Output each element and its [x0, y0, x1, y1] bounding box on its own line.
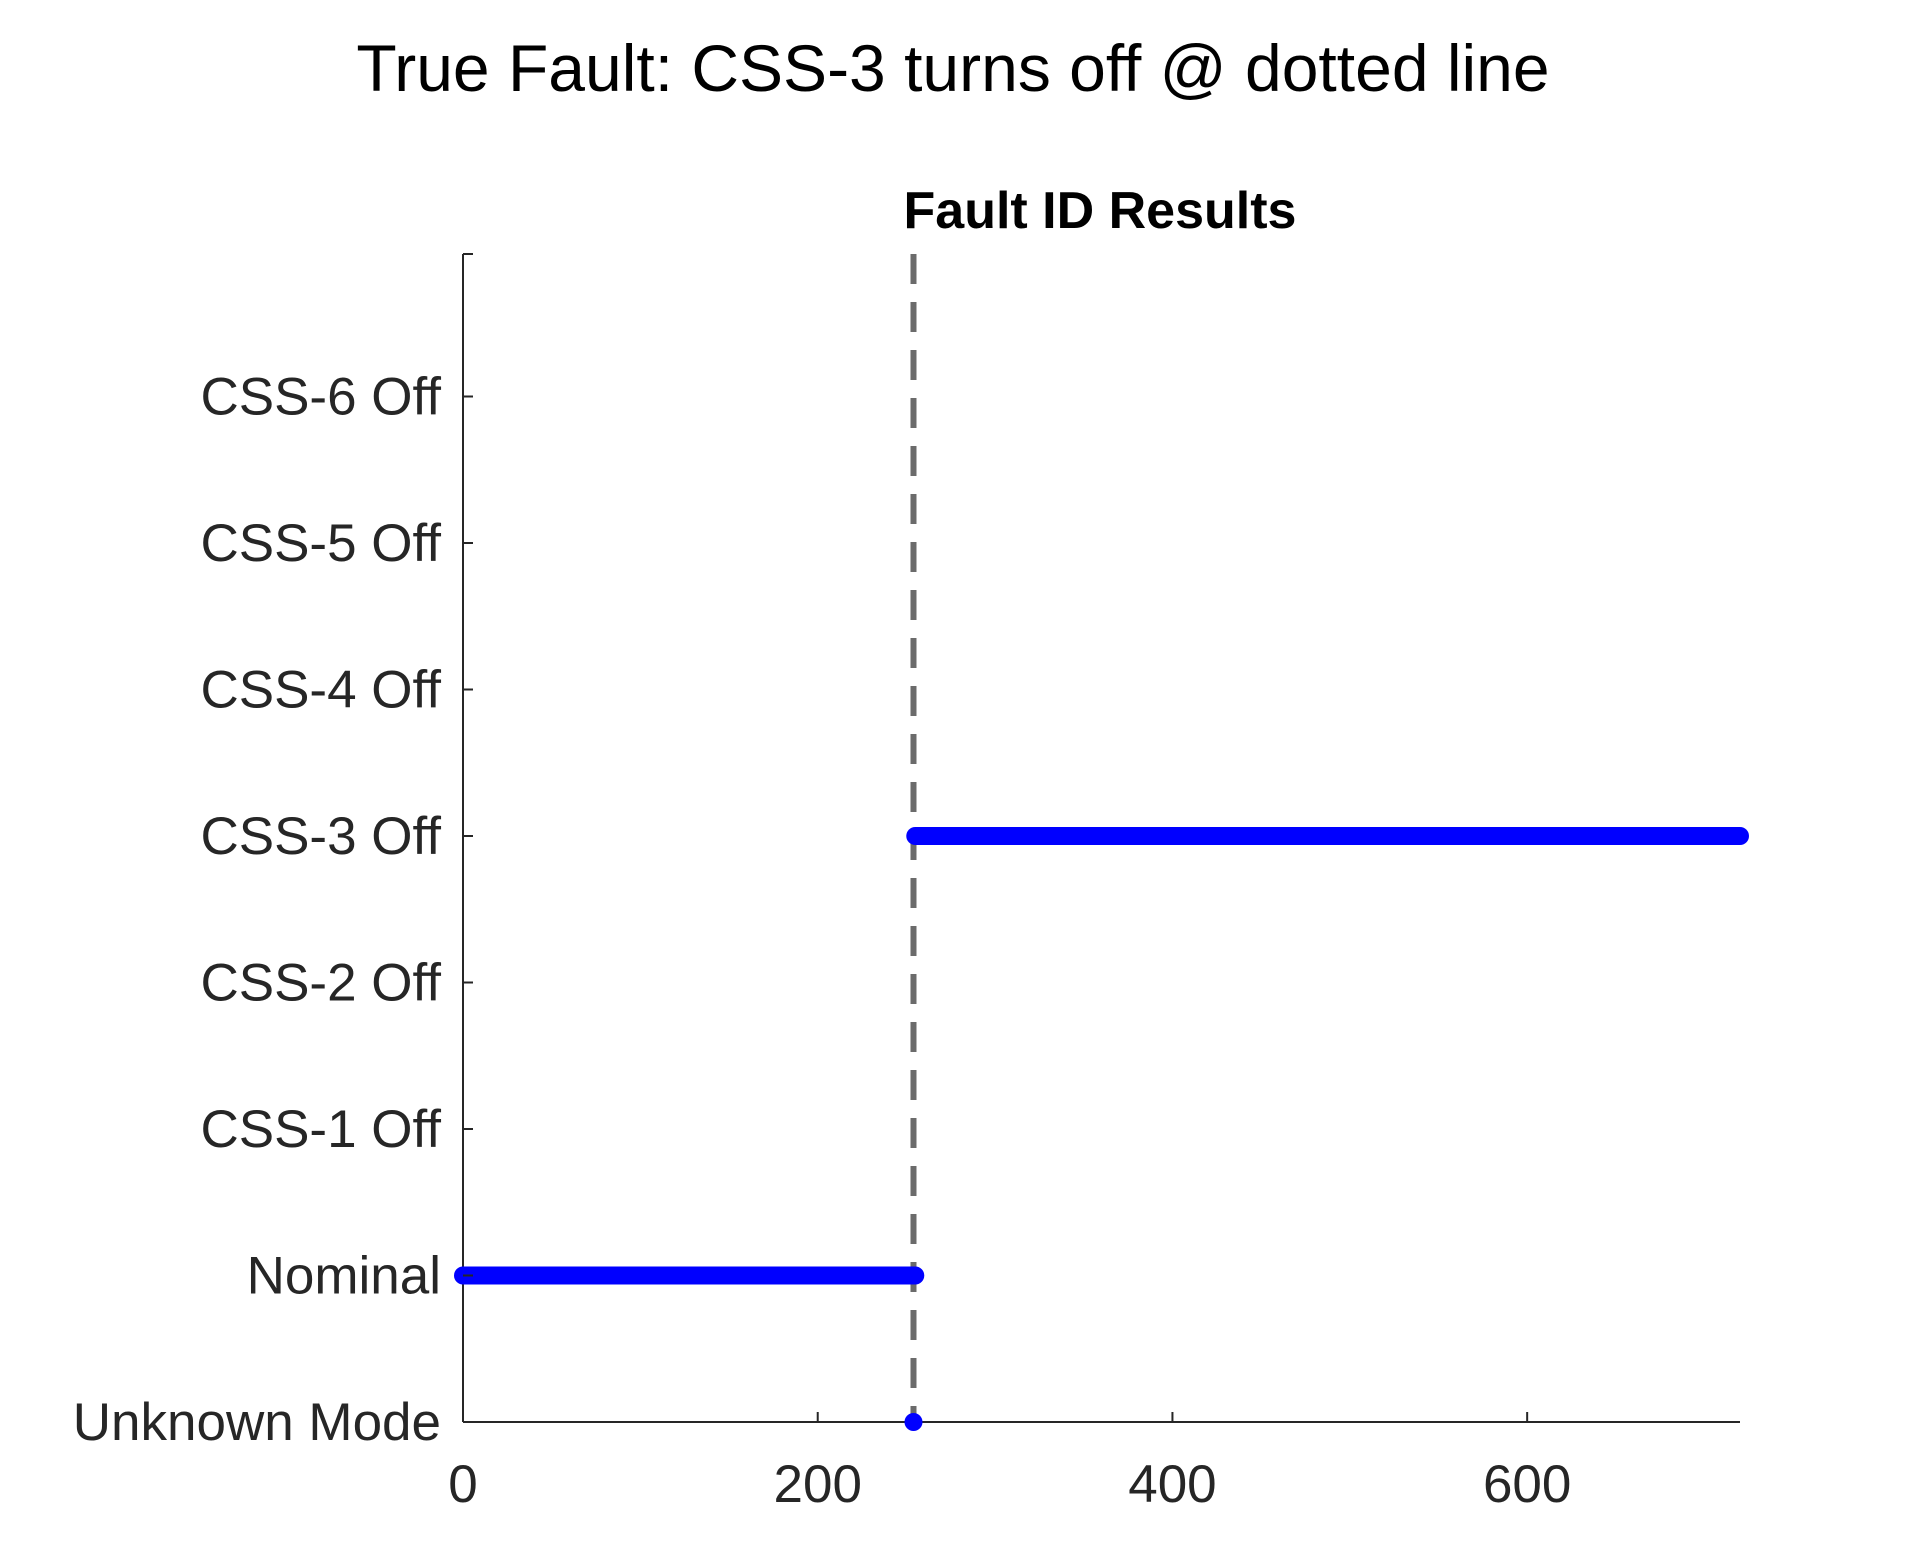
ticks: Unknown Mode Nominal CSS-1 Off CSS-2 Off CSS…	[73, 368, 1572, 1515]
x-tick-label: 600	[1483, 1455, 1571, 1514]
x-tick-label: 400	[1128, 1455, 1216, 1514]
page-title: True Fault: CSS-3 turns off @ dotted lin…	[356, 31, 1550, 105]
y-tick-label: CSS-1 Off	[200, 1100, 441, 1159]
y-tick-label: CSS-4 Off	[200, 661, 441, 720]
data-point	[904, 1413, 923, 1431]
y-tick-label: CSS-5 Off	[200, 514, 441, 573]
chart-title: Fault ID Results	[904, 182, 1297, 240]
x-tick-label: 0	[448, 1455, 477, 1514]
series-layer	[454, 827, 1749, 1431]
x-tick-label: 200	[774, 1455, 862, 1514]
y-tick-label: CSS-2 Off	[200, 954, 441, 1013]
y-tick-label: Nominal	[247, 1247, 441, 1306]
y-tick-label: CSS-3 Off	[200, 807, 441, 866]
y-tick-label: CSS-6 Off	[200, 368, 441, 427]
y-tick-label: Unknown Mode	[73, 1393, 441, 1452]
